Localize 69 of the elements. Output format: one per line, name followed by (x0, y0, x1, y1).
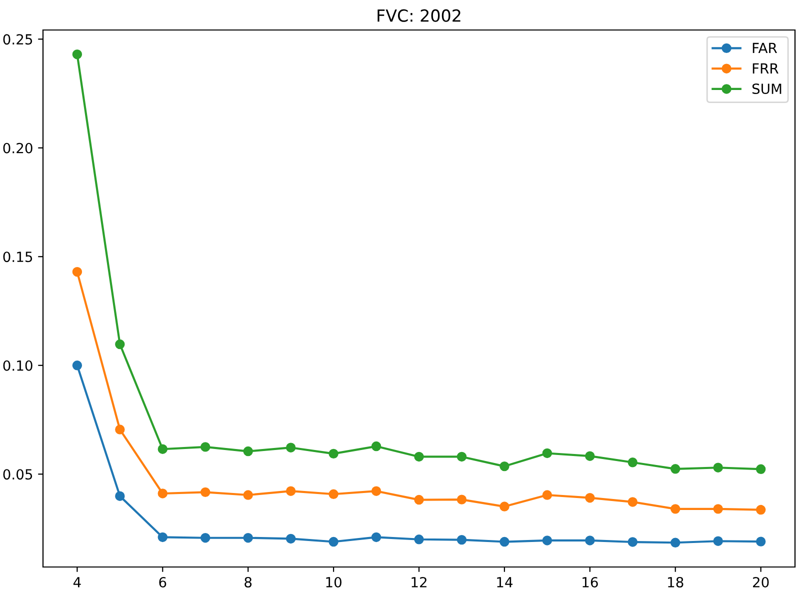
legend-label: SUM (752, 84, 782, 94)
point (243, 532, 253, 543)
point (585, 536, 595, 546)
point (713, 536, 723, 546)
point (670, 504, 680, 514)
point (670, 538, 680, 548)
point (500, 502, 510, 512)
point (628, 537, 638, 547)
point (456, 452, 467, 462)
point (414, 452, 424, 462)
legend-label: FAR (752, 42, 778, 54)
point (713, 504, 723, 514)
point (414, 534, 424, 544)
point (328, 536, 338, 547)
point (628, 497, 638, 507)
point (542, 536, 552, 546)
point (456, 494, 467, 504)
point (371, 532, 382, 542)
point (585, 492, 595, 503)
y-tick-label: 0.20 (3, 142, 32, 154)
point (200, 532, 210, 543)
point (371, 486, 382, 496)
chart-title: FVC: 2002 (378, 9, 460, 22)
x-tick-label: 16 (582, 576, 598, 588)
point (115, 424, 125, 434)
point (200, 487, 210, 498)
x-tick-label: 10 (326, 576, 342, 588)
point (713, 462, 723, 472)
point (371, 441, 382, 452)
point (115, 491, 125, 501)
point (286, 534, 296, 544)
point (72, 266, 82, 277)
point (500, 536, 510, 547)
y-tick-label: 0.25 (3, 34, 32, 45)
point (72, 360, 82, 370)
point (200, 442, 210, 452)
y-tick-label: 0.15 (3, 252, 32, 262)
point (456, 534, 467, 545)
point (500, 461, 510, 472)
point (286, 442, 296, 452)
point (158, 444, 168, 454)
point (756, 464, 766, 474)
point (670, 464, 680, 474)
point (585, 451, 595, 461)
point (243, 490, 253, 500)
point (328, 489, 338, 499)
y-tick-label: 0.10 (3, 360, 32, 371)
x-tick-label: 12 (412, 576, 426, 588)
legend-label: FRR (752, 63, 778, 74)
x-tick-label: 4 (73, 577, 81, 588)
x-tick-label: 20 (753, 576, 769, 588)
point (542, 448, 552, 458)
point (72, 50, 82, 60)
point (756, 536, 766, 546)
point (328, 448, 338, 459)
x-tick-label: 18 (668, 576, 684, 588)
point (158, 488, 168, 498)
point (756, 504, 766, 515)
point (158, 532, 168, 542)
x-tick-label: 6 (159, 576, 166, 588)
point (243, 446, 253, 456)
x-tick-label: 14 (497, 577, 513, 588)
y-tick-label: 0.05 (3, 469, 32, 480)
point (628, 458, 638, 468)
point (115, 339, 125, 350)
point (286, 486, 296, 496)
point (414, 494, 424, 505)
x-tick-label: 8 (244, 576, 252, 588)
point (542, 490, 552, 500)
